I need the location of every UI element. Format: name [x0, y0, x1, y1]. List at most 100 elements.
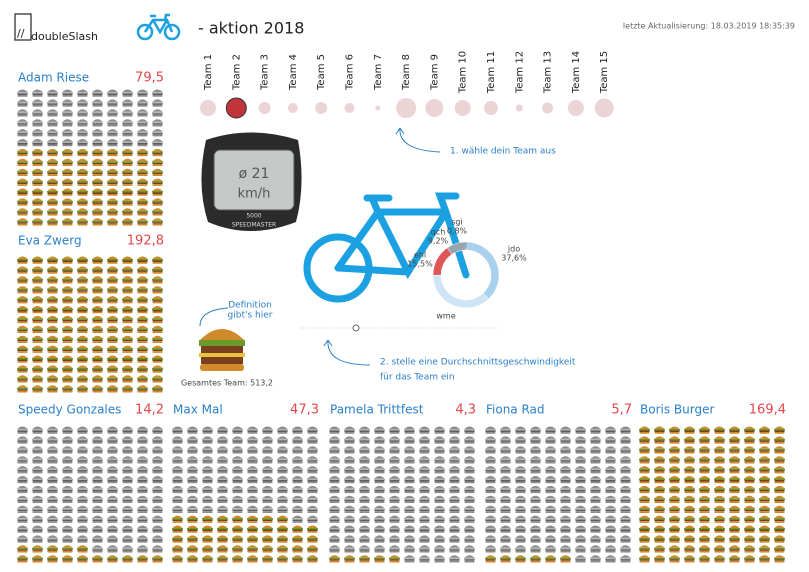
team-label[interactable]: Team 9 — [429, 54, 440, 91]
empty-icon — [77, 515, 88, 523]
burger-icon — [759, 446, 770, 454]
empty-icon — [122, 139, 133, 147]
empty-icon — [344, 525, 355, 533]
burger-grid — [485, 426, 631, 563]
team-label[interactable]: Team 10 — [458, 51, 469, 94]
team-bubble[interactable] — [515, 104, 523, 112]
empty-icon — [202, 495, 213, 504]
team-bubble[interactable] — [258, 102, 271, 114]
burger-icon — [774, 466, 785, 474]
big-burger[interactable] — [199, 329, 245, 371]
burger-icon — [47, 335, 58, 343]
empty-icon — [92, 476, 103, 484]
team-bubble[interactable] — [396, 98, 417, 118]
empty-icon — [434, 535, 445, 543]
burger-icon — [77, 355, 88, 363]
empty-icon — [389, 436, 400, 444]
burger-icon — [137, 335, 148, 343]
slice-value: 37,6% — [501, 254, 527, 263]
team-label[interactable]: Team 7 — [373, 54, 384, 91]
burger-icon — [122, 335, 133, 343]
burger-icon — [92, 306, 103, 314]
empty-icon — [344, 436, 355, 444]
burger-icon — [107, 355, 118, 363]
burger-icon — [699, 555, 710, 563]
empty-icon — [515, 535, 526, 543]
burger-icon — [639, 495, 650, 504]
burger-icon — [77, 325, 88, 334]
team-bubble[interactable] — [542, 102, 554, 114]
team-label[interactable]: Team 4 — [288, 54, 299, 91]
empty-icon — [47, 99, 58, 107]
burger-icon — [32, 198, 43, 206]
slider-knob[interactable] — [352, 324, 360, 332]
empty-icon — [137, 535, 148, 543]
team-bubble[interactable] — [567, 100, 584, 116]
empty-icon — [389, 426, 400, 434]
empty-icon — [92, 99, 103, 107]
burger-icon — [107, 345, 118, 353]
empty-icon — [107, 99, 118, 107]
burger-icon — [77, 385, 88, 393]
team-label[interactable]: Team 5 — [316, 54, 327, 91]
team-label[interactable]: Team 14 — [571, 51, 582, 94]
burger-icon — [47, 188, 58, 196]
team-label[interactable]: Team 1 — [203, 54, 214, 91]
team-label[interactable]: Team 12 — [514, 51, 525, 94]
empty-icon — [464, 535, 475, 543]
team-label[interactable]: Team 8 — [401, 54, 412, 91]
team-label[interactable]: Team 13 — [543, 51, 554, 94]
empty-icon — [32, 446, 43, 454]
empty-icon — [560, 515, 571, 523]
empty-icon — [17, 436, 28, 444]
team-label[interactable]: Team 11 — [486, 51, 497, 94]
empty-icon — [62, 485, 73, 494]
team-label[interactable]: Team 15 — [599, 51, 610, 94]
burger-icon — [32, 266, 43, 274]
team-bubble[interactable] — [225, 97, 247, 119]
team-bubble[interactable] — [484, 101, 498, 115]
team-bubble[interactable] — [425, 99, 444, 117]
empty-icon — [419, 495, 430, 504]
empty-icon — [530, 545, 541, 553]
empty-icon — [152, 119, 163, 127]
empty-icon — [172, 495, 183, 504]
burger-icon — [137, 158, 148, 167]
team-bubble[interactable] — [287, 103, 298, 113]
note: für das Team ein — [380, 373, 455, 383]
burger-icon — [654, 535, 665, 543]
empty-icon — [359, 505, 370, 513]
empty-icon — [359, 515, 370, 523]
team-bubble[interactable] — [200, 100, 216, 116]
team-bubble[interactable] — [375, 105, 381, 111]
burger-icon — [684, 505, 695, 513]
empty-icon — [515, 495, 526, 504]
empty-icon — [449, 505, 460, 513]
team-bubble[interactable] — [344, 103, 355, 113]
empty-icon — [187, 426, 198, 434]
burger-icon — [232, 525, 243, 533]
team-bubble[interactable] — [454, 100, 471, 116]
burger-icon — [729, 485, 740, 494]
team-label[interactable]: Team 6 — [345, 54, 356, 91]
empty-icon — [449, 525, 460, 533]
empty-icon — [232, 456, 243, 464]
team-bubble[interactable] — [594, 98, 614, 118]
team-bubble[interactable] — [315, 102, 328, 114]
empty-icon — [434, 426, 445, 434]
burger-icon — [17, 545, 28, 553]
empty-icon — [47, 426, 58, 434]
empty-icon — [500, 436, 511, 444]
empty-icon — [530, 476, 541, 484]
burger-icon — [774, 495, 785, 504]
burger-icon — [152, 315, 163, 324]
burger-icon — [744, 495, 755, 504]
team-label[interactable]: Team 3 — [260, 54, 271, 91]
empty-icon — [187, 436, 198, 444]
burger-icon — [654, 555, 665, 563]
empty-icon — [590, 456, 601, 464]
burger-icon — [774, 505, 785, 513]
team-label[interactable]: Team 2 — [231, 54, 242, 91]
burger-grid — [17, 89, 163, 226]
empty-icon — [485, 535, 496, 543]
